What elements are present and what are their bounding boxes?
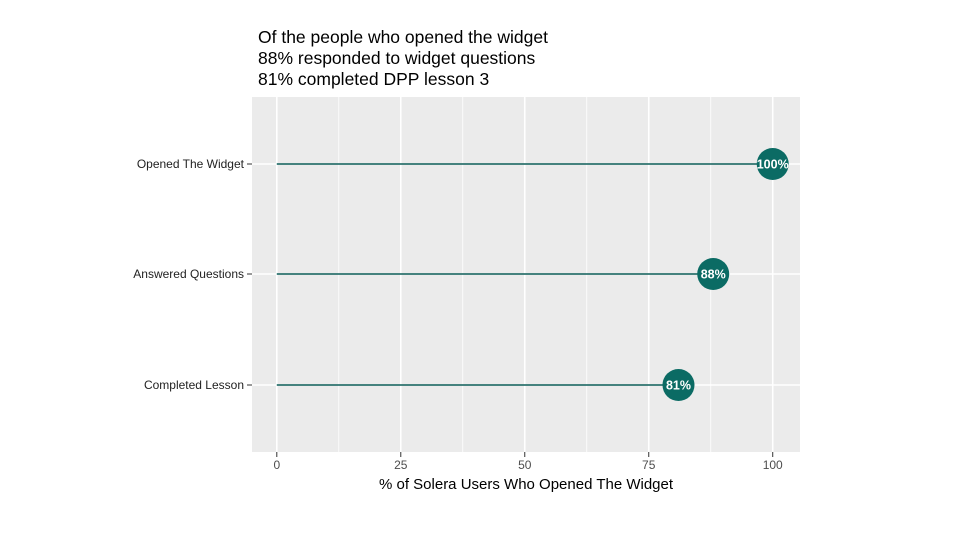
- lollipop-point: [697, 258, 730, 290]
- lollipop-point: [662, 369, 695, 401]
- y-tick-label: Opened The Widget: [137, 157, 245, 171]
- lollipop-point: [756, 148, 789, 180]
- data-label: 88%: [701, 268, 726, 282]
- title-line-3: 81% completed DPP lesson 3: [258, 69, 490, 89]
- chart-title: Of the people who opened the widget 88% …: [258, 27, 548, 90]
- x-tick-label: 0: [273, 458, 280, 472]
- data-label: 100%: [757, 158, 789, 172]
- x-tick-label: 100: [763, 458, 783, 472]
- x-tick-label: 25: [394, 458, 408, 472]
- title-line-1: Of the people who opened the widget: [258, 27, 548, 47]
- y-tick-label: Completed Lesson: [144, 378, 244, 392]
- x-axis-title: % of Solera Users Who Opened The Widget: [379, 476, 674, 493]
- x-tick-label: 75: [642, 458, 656, 472]
- data-label: 81%: [666, 379, 691, 393]
- title-line-2: 88% responded to widget questions: [258, 48, 536, 68]
- y-tick-label: Answered Questions: [133, 267, 244, 281]
- x-tick-label: 50: [518, 458, 532, 472]
